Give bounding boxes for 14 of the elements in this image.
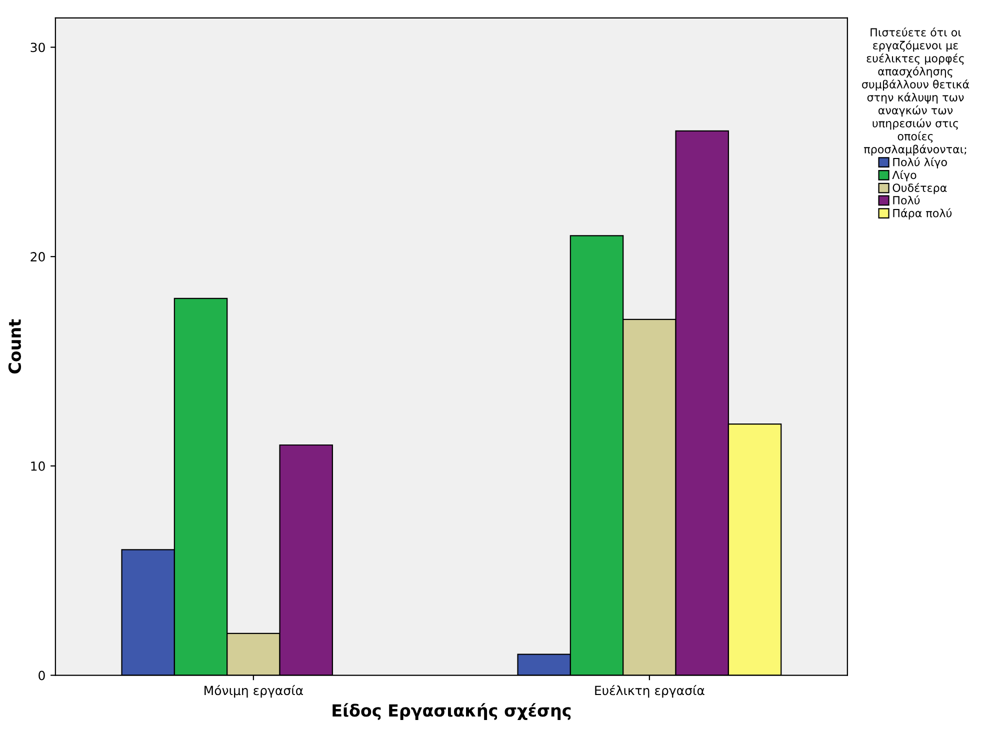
legend-label: Πάρα πολύ xyxy=(893,208,952,220)
x-axis-title: Είδος Εργασιακής σχέσης xyxy=(332,703,571,720)
x-tick-label: Ευέλικτη εργασία xyxy=(595,685,704,698)
x-tick-label: Μόνιμη εργασία xyxy=(204,685,303,698)
legend-label: Ουδέτερα xyxy=(892,182,947,194)
legend-label: Πολύ xyxy=(893,195,920,204)
y-axis-title: Count xyxy=(8,319,22,374)
y-tick-label: 10 xyxy=(31,461,45,471)
text: Πιστεύετε ότι οι εργαζόμενοι με ευέλικτες μορφές απασχόλησης συμβάλλουν θετικά στην κάλυψη των αναγκών των υπηρεσιών στις οποίες προσλαμβάνονται; xyxy=(862,27,970,156)
legend-label: Λίγο xyxy=(892,170,916,182)
y-tick-label: 20 xyxy=(30,252,45,262)
legend-label: Πολύ λίγο xyxy=(893,157,947,168)
y-tick-label: 0 xyxy=(38,670,45,680)
y-tick-label: 30 xyxy=(30,42,45,52)
